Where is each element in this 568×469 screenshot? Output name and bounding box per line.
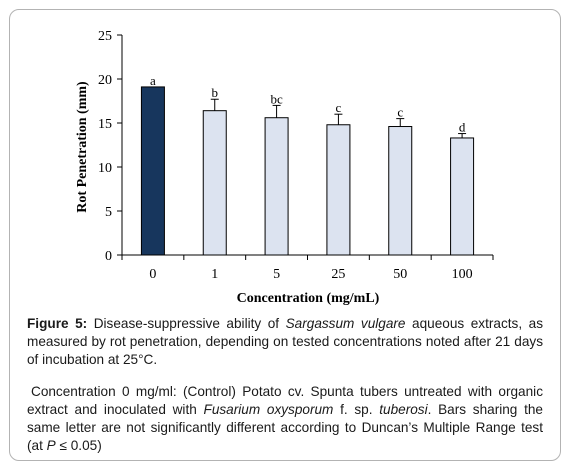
y-axis-title: Rot Penetration (mm) — [75, 81, 90, 213]
bar-1 — [202, 110, 227, 256]
y-tick-label: 15 — [98, 117, 112, 132]
caption-species: Sargassum vulgare — [285, 316, 406, 331]
y-tick-label: 5 — [105, 205, 112, 220]
caption-label: Figure 5: — [27, 316, 88, 331]
y-axis: 0 5 10 15 20 25 — [98, 29, 123, 264]
note-forma: tuberosi — [379, 402, 428, 417]
y-tick-label: 20 — [98, 73, 112, 88]
significance-letter: d — [459, 120, 466, 135]
figure-note: Concentration 0 mg/ml: (Control) Potato … — [27, 383, 543, 455]
note-pathogen: Fusarium oxysporum — [203, 402, 334, 417]
bar-50 — [388, 126, 413, 256]
x-tick-label: 50 — [393, 267, 407, 282]
x-axis: 0 1 5 25 50 100 — [121, 254, 494, 282]
bar-100 — [450, 137, 475, 256]
x-tick-label: 100 — [452, 267, 473, 282]
x-axis-title: Concentration (mg/mL) — [237, 291, 380, 306]
error-bars — [210, 98, 467, 138]
bar-25 — [326, 124, 351, 256]
note-p-symbol: P — [46, 438, 56, 453]
bar-5 — [264, 117, 289, 256]
caption-text: aqueous extracts, as measured by rot pen… — [27, 316, 544, 367]
significance-letter: bc — [270, 91, 283, 106]
note-text: ≤ 0.05) — [55, 438, 102, 453]
significance-letter: c — [336, 100, 342, 115]
y-tick-label: 0 — [105, 249, 112, 264]
figure-caption: Figure 5: Disease-suppressive ability of… — [27, 315, 543, 369]
y-tick-label: 10 — [98, 161, 112, 176]
caption-text: Disease-suppressive ability of — [87, 316, 286, 331]
significance-letter: b — [212, 85, 219, 100]
y-tick-label: 25 — [98, 29, 112, 44]
significance-letter: a — [150, 73, 156, 88]
x-tick-label: 5 — [273, 267, 280, 282]
significance-letter: c — [397, 105, 403, 120]
note-text: . Bars sharing the same letter are not s… — [27, 402, 543, 453]
bars — [140, 86, 475, 256]
significance-letters: a b bc c c d — [150, 73, 466, 135]
x-tick-label: 25 — [331, 267, 345, 282]
note-text: Concentration 0 mg/ml: (Control) Potato … — [27, 384, 543, 417]
bar-0 — [140, 86, 165, 256]
note-text: f. sp. — [333, 402, 380, 417]
x-tick-label: 1 — [211, 267, 218, 282]
x-tick-label: 0 — [149, 267, 156, 282]
